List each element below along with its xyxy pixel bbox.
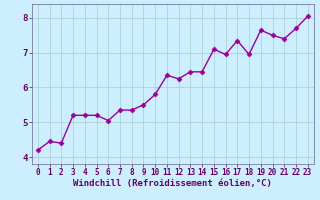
X-axis label: Windchill (Refroidissement éolien,°C): Windchill (Refroidissement éolien,°C)	[73, 179, 272, 188]
